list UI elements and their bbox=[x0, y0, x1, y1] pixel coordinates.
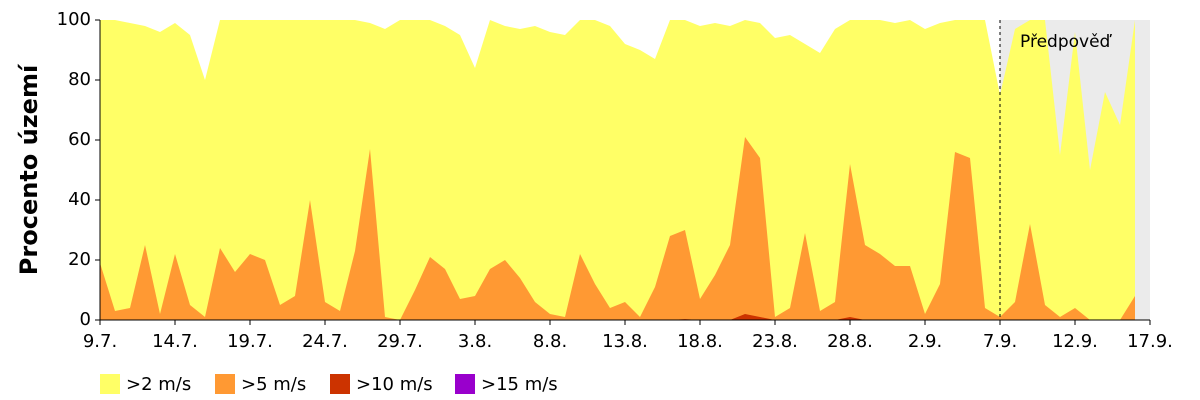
x-tick-label: 13.8. bbox=[602, 331, 648, 352]
x-tick-label: 2.9. bbox=[908, 331, 942, 352]
area bbox=[100, 137, 1135, 320]
y-tick-label: 20 bbox=[68, 249, 91, 270]
legend-swatch bbox=[330, 374, 350, 394]
x-tick-label: 7.9. bbox=[983, 331, 1017, 352]
x-tick-label: 8.8. bbox=[533, 331, 567, 352]
legend-swatch bbox=[215, 374, 235, 394]
legend-label: >5 m/s bbox=[241, 374, 306, 395]
x-tick-label: 12.9. bbox=[1052, 331, 1098, 352]
legend-swatch bbox=[100, 374, 120, 394]
x-tick-label: 17.9. bbox=[1127, 331, 1173, 352]
legend-label: >2 m/s bbox=[126, 374, 191, 395]
x-tick-label: 24.7. bbox=[302, 331, 348, 352]
y-tick-label: 60 bbox=[68, 129, 91, 150]
x-tick-label: 28.8. bbox=[827, 331, 873, 352]
y-tick-label: 100 bbox=[57, 9, 91, 30]
x-tick-label: 23.8. bbox=[752, 331, 798, 352]
x-tick-label: 14.7. bbox=[152, 331, 198, 352]
y-tick-label: 0 bbox=[80, 309, 91, 330]
x-tick-label: 29.7. bbox=[377, 331, 423, 352]
forecast-label: Předpověď bbox=[1020, 32, 1113, 52]
x-tick-label: 19.7. bbox=[227, 331, 273, 352]
y-tick-label: 80 bbox=[68, 69, 91, 90]
legend-label: >10 m/s bbox=[356, 374, 433, 395]
x-tick-label: 3.8. bbox=[458, 331, 492, 352]
legend-swatch bbox=[455, 374, 475, 394]
y-tick-label: 40 bbox=[68, 189, 91, 210]
y-axis-label: Procento území bbox=[15, 63, 43, 275]
legend-label: >15 m/s bbox=[481, 374, 558, 395]
x-tick-label: 9.7. bbox=[83, 331, 117, 352]
x-tick-label: 18.8. bbox=[677, 331, 723, 352]
